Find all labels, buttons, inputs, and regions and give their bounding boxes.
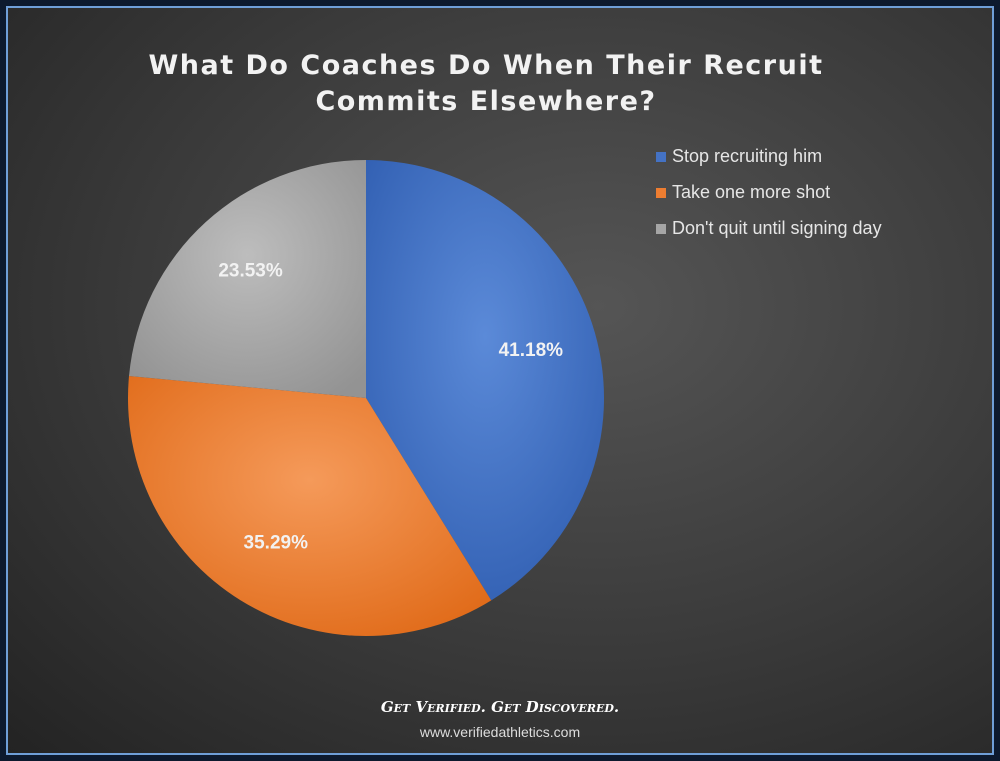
chart-area: 41.18% 35.29% 23.53% Stop recruiting him Tak…	[6, 6, 994, 755]
pie-slice	[127, 376, 492, 636]
data-label: 23.53%	[218, 260, 283, 281]
chart-title: What Do Coaches Do When Their Recruit Co…	[148, 50, 824, 117]
legend-label: Take one more shot	[672, 182, 830, 202]
legend-swatch	[656, 188, 666, 198]
legend-swatch	[656, 224, 666, 234]
pie-slice	[129, 160, 366, 398]
url: www.verifiedathletics.com	[419, 724, 581, 740]
chart: 41.18% 35.29% 23.53% Stop recruiting him Tak…	[127, 146, 882, 636]
tagline: Get Verified. Get Discovered.	[380, 698, 620, 716]
data-label: 41.18%	[499, 340, 564, 361]
legend-label: Stop recruiting him	[672, 146, 822, 166]
legend-swatch	[656, 152, 666, 162]
legend-label: Don't quit until signing day	[672, 218, 882, 238]
pie-slice	[366, 160, 605, 601]
data-label: 35.29%	[244, 533, 309, 554]
